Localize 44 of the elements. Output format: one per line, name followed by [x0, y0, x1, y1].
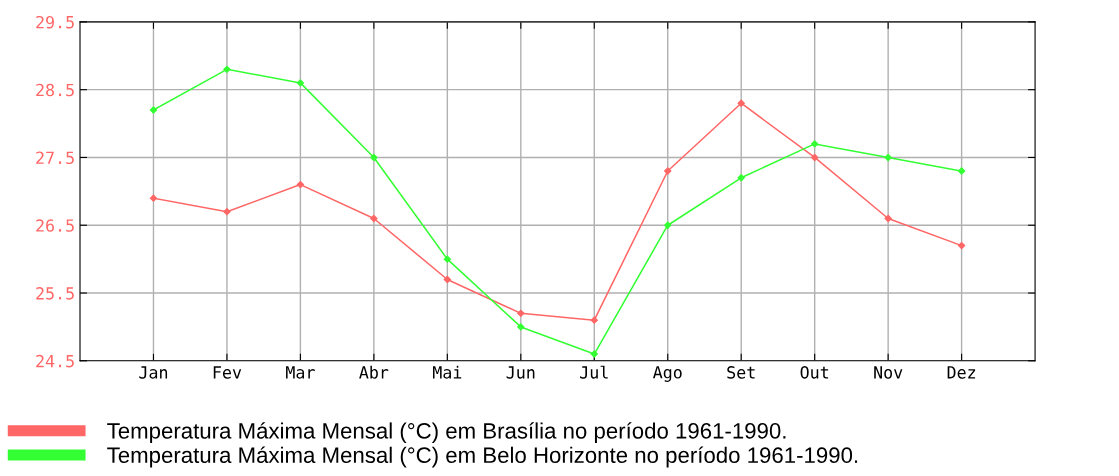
x-tick-label: Jul	[580, 365, 608, 379]
x-tick-label: Jun	[506, 366, 535, 379]
point	[664, 167, 672, 175]
point	[149, 106, 158, 114]
point	[223, 208, 231, 216]
x-tick-label: Dez	[947, 366, 976, 379]
x-tick-label: Fev	[213, 366, 242, 379]
point	[590, 350, 598, 358]
x-tick-label: Jan	[139, 366, 168, 379]
point	[811, 140, 819, 148]
x-tick-label: Mai	[432, 365, 462, 379]
x-tick-label: Out	[800, 366, 829, 379]
point	[296, 180, 305, 189]
legend-label: Temperatura Máxima Mensal (°C) em Brasília no período 1961-1990.	[107, 422, 786, 444]
y-tick-label: 24.5	[36, 354, 74, 368]
y-tick-label: 29.5	[36, 15, 74, 29]
point	[590, 316, 598, 324]
point	[884, 153, 892, 162]
x-tick-label: Mar	[286, 366, 315, 379]
point	[370, 214, 378, 223]
point	[664, 221, 672, 229]
point	[884, 214, 892, 223]
point	[517, 309, 525, 318]
point	[737, 99, 745, 107]
point	[957, 241, 966, 250]
y-tick-label: 28.5	[36, 83, 74, 97]
point	[737, 174, 745, 182]
point	[443, 275, 451, 284]
point	[957, 167, 966, 175]
point	[296, 79, 305, 87]
x-tick-label: Ago	[652, 366, 682, 382]
legend-label: Temperatura Máxima Mensal (°C) em Belo Horizonte no período 1961-1990.	[107, 446, 858, 468]
x-tick-label: Set	[727, 366, 755, 379]
point	[443, 255, 451, 263]
point	[370, 153, 378, 162]
y-tick-label: 26.5	[36, 219, 74, 232]
point	[811, 153, 819, 162]
x-tick-label: Nov	[874, 366, 903, 379]
point	[149, 194, 158, 202]
point	[223, 65, 231, 73]
y-tick-label: 27.5	[36, 151, 74, 165]
y-tick-label: 25.5	[36, 287, 74, 300]
point	[517, 323, 525, 331]
x-tick-label: Abr	[359, 365, 389, 379]
